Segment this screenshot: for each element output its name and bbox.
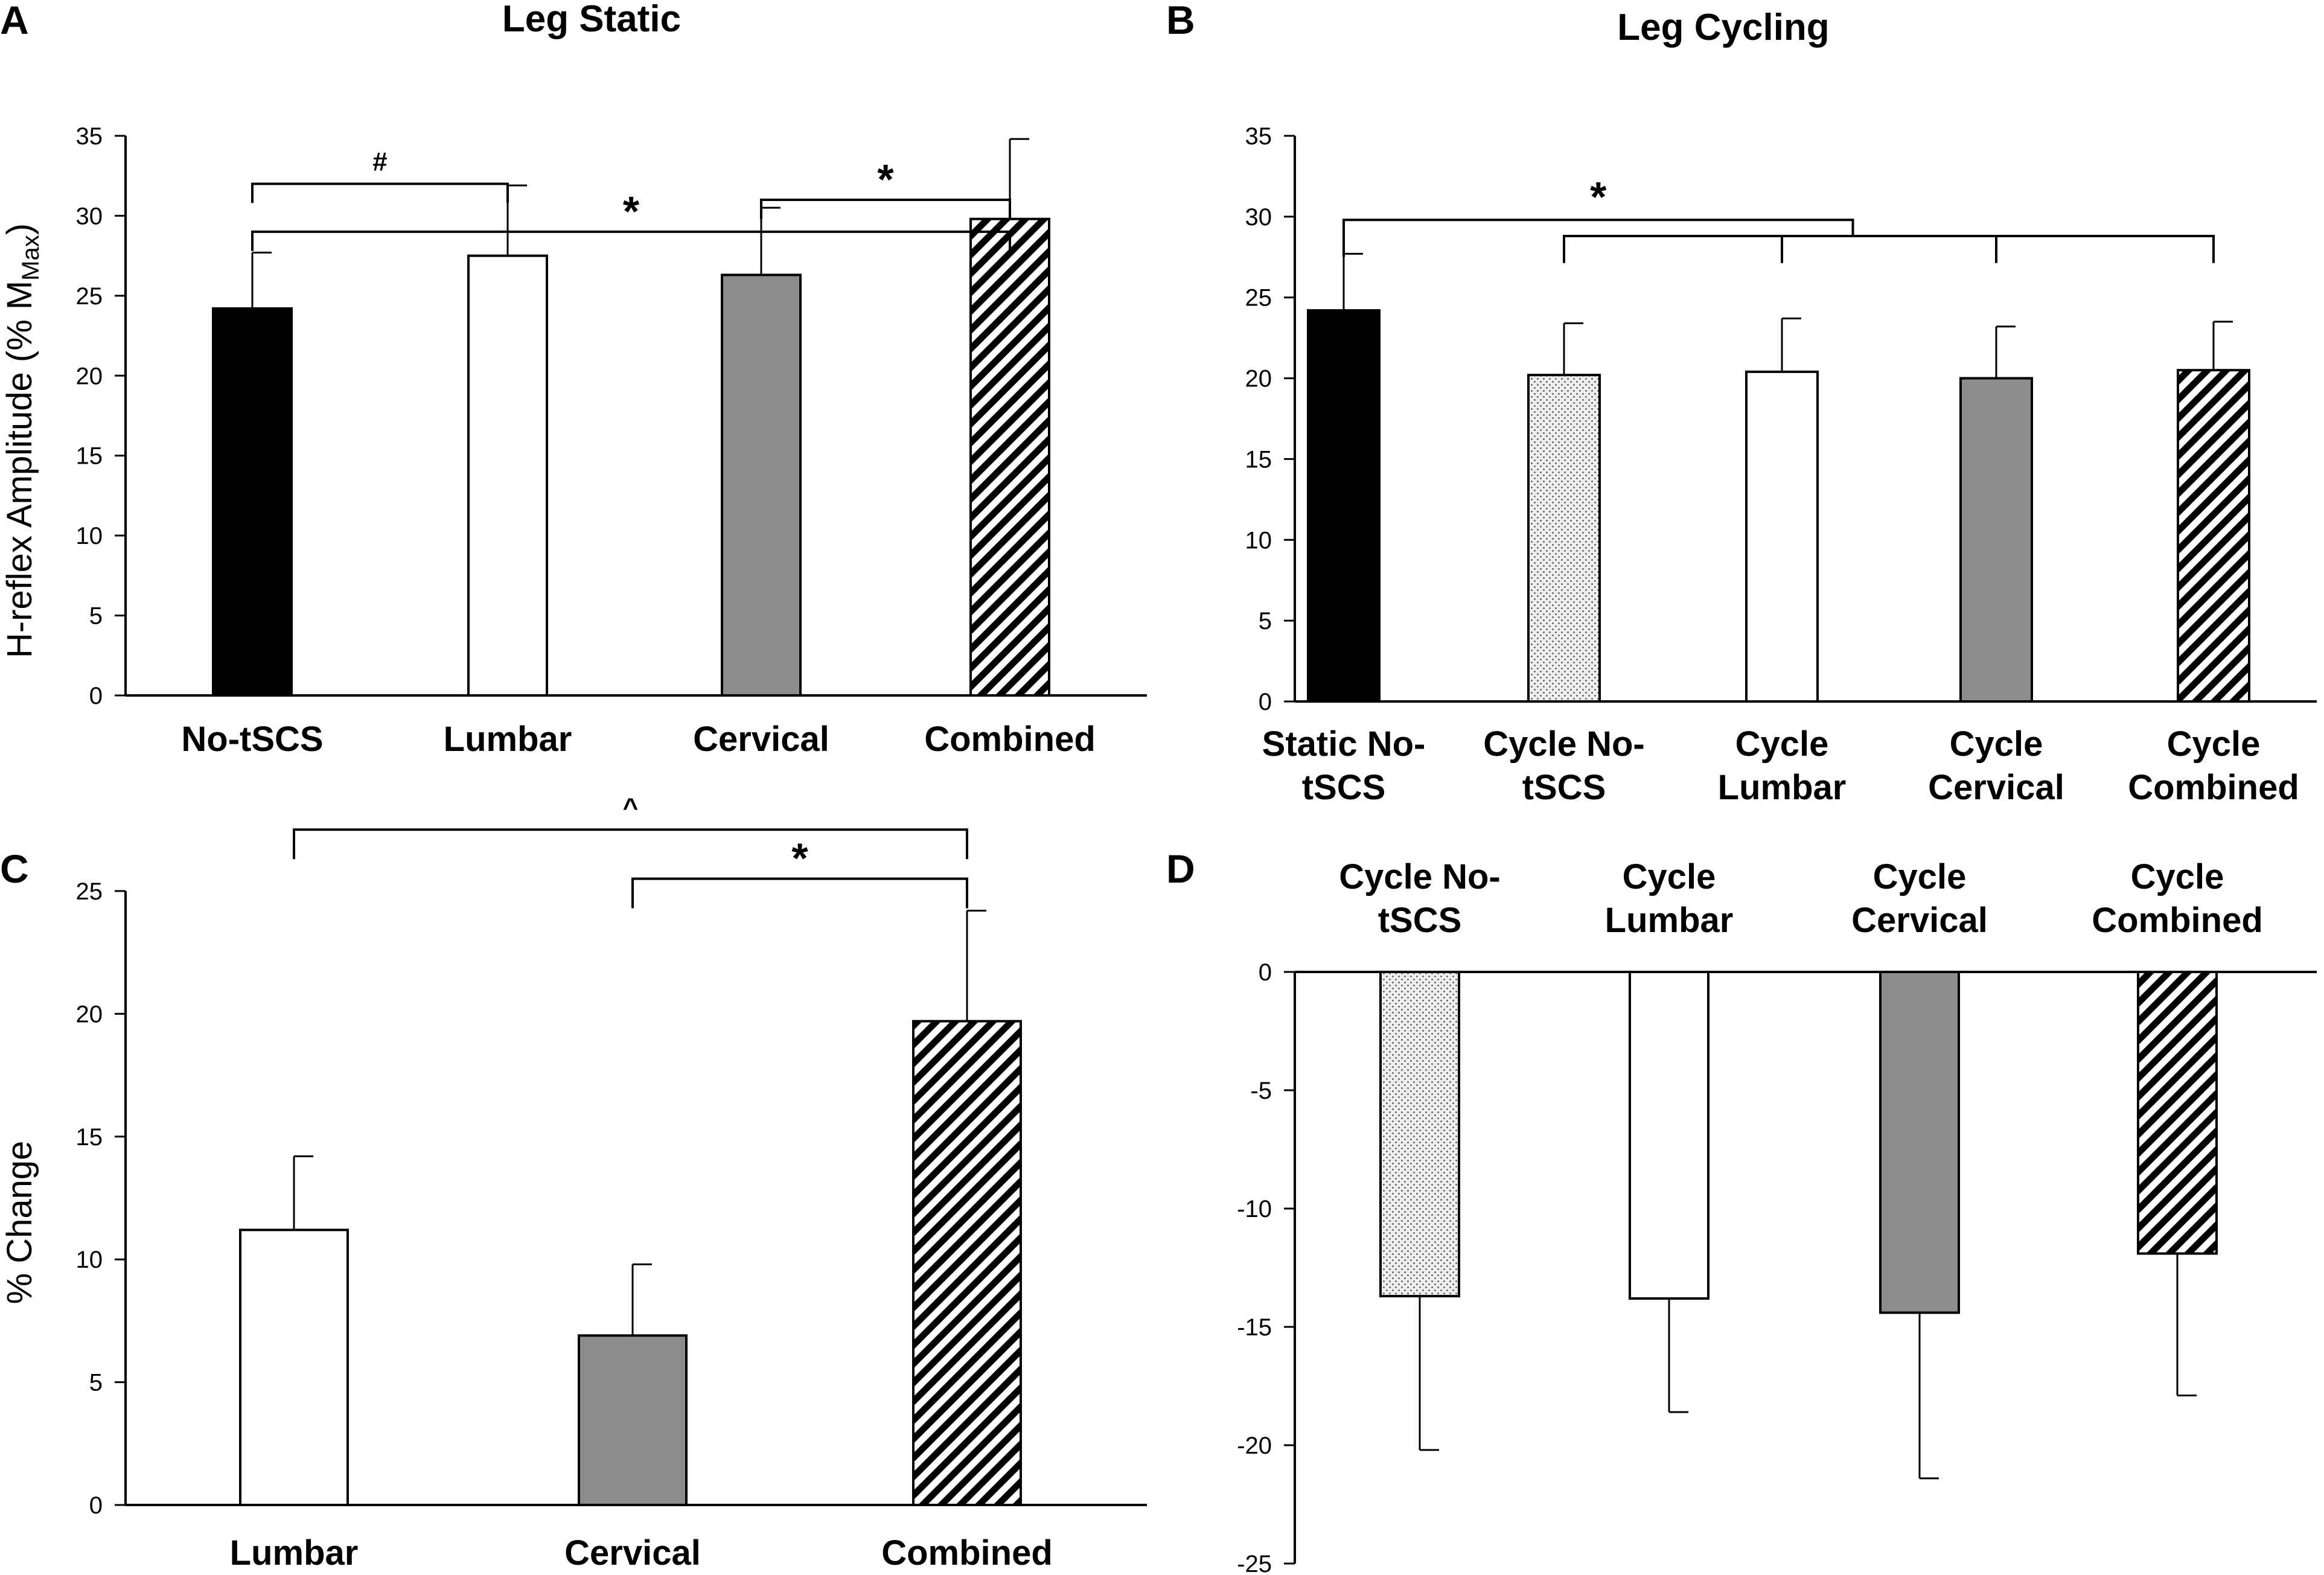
panel-a: A Leg Static H-reflex Amplitude (% MMax)… <box>0 0 1147 759</box>
y-tick-label-b: 15 <box>1245 446 1272 473</box>
significance-label-a-3: * <box>877 156 894 203</box>
significance-label-c-2: * <box>791 835 808 882</box>
category-label-d-4: Cycle <box>2131 857 2224 896</box>
category-label-b-1: tSCS <box>1302 768 1386 807</box>
panel-b: B Leg Cycling 0 5 10 15 20 25 30 35 Static No-tS… <box>1166 0 2317 807</box>
bar-d-2 <box>1629 971 1709 1300</box>
category-label-d-2: Cycle <box>1623 857 1716 896</box>
category-label-d-4: Combined <box>2092 901 2263 940</box>
category-label-b-4: Cycle <box>1950 724 2043 764</box>
y-tick-label-c: 0 <box>89 1492 103 1519</box>
y-tick-label-d: -25 <box>1237 1551 1272 1575</box>
comparison-bracket-b-static <box>1342 219 1854 257</box>
bar-a-1 <box>212 307 293 697</box>
y-tick-label-b: 10 <box>1245 527 1272 554</box>
significance-label-c-1: ^ <box>623 793 639 822</box>
bar-c-2 <box>578 1334 688 1507</box>
category-label-c-1: Lumbar <box>230 1533 359 1573</box>
significance-bracket-a-3 <box>760 198 1011 219</box>
category-label-b-2: tSCS <box>1522 768 1606 807</box>
chart-title-a: Leg Static <box>502 0 681 40</box>
category-label-d-3: Cycle <box>1873 857 1967 896</box>
category-label-b-4: Cervical <box>1928 768 2064 807</box>
y-axis-label-a: H-reflex Amplitude (% MMax) <box>0 223 44 658</box>
significance-bracket-a-1 <box>251 182 509 203</box>
y-tick-label-a: 20 <box>76 363 103 389</box>
significance-bracket-a-2 <box>251 230 1011 251</box>
category-label-a-4: Combined <box>924 720 1096 759</box>
bar-a-2 <box>467 254 548 697</box>
bar-b-3 <box>1745 370 1819 703</box>
bar-b-2 <box>1527 374 1601 703</box>
panel-label-b: B <box>1166 0 1195 42</box>
y-tick-label-d: -20 <box>1237 1433 1272 1459</box>
y-tick-label-d: 0 <box>1259 959 1272 986</box>
y-tick-label-c: 10 <box>76 1247 103 1273</box>
category-label-b-3: Lumbar <box>1718 768 1847 807</box>
panel-d: D 0 -5 -10 -15 -20 -25 Cycle No-tSCS Cycle Lumba… <box>1166 846 2317 1575</box>
category-label-b-5: Combined <box>2128 768 2299 807</box>
category-label-a-3: Cervical <box>693 720 829 759</box>
category-label-c-3: Combined <box>881 1533 1053 1573</box>
y-tick-label-a: 5 <box>89 603 103 630</box>
y-tick-label-a: 30 <box>76 203 103 229</box>
bar-c-1 <box>239 1228 349 1507</box>
y-tick-label-c: 5 <box>89 1370 103 1396</box>
panel-label-d: D <box>1166 846 1195 891</box>
significance-bracket-c-1 <box>293 828 968 860</box>
bar-b-4 <box>1959 377 2033 703</box>
bar-b-1 <box>1307 309 1381 703</box>
category-label-b-1: Static No- <box>1262 724 1426 764</box>
bar-a-3 <box>721 273 802 697</box>
bar-d-1 <box>1379 971 1460 1298</box>
panel-label-c: C <box>0 846 29 891</box>
y-tick-label-b: 20 <box>1245 366 1272 392</box>
y-tick-label-d: -15 <box>1237 1314 1272 1341</box>
category-label-d-2: Lumbar <box>1605 901 1734 940</box>
y-tick-label-b: 25 <box>1245 285 1272 311</box>
y-axis-label-c: % Change <box>0 1141 39 1305</box>
y-axis-label-a-end: ) <box>0 223 39 235</box>
y-tick-label-d: -5 <box>1250 1078 1272 1104</box>
significance-label-b: * <box>1590 173 1607 220</box>
bar-a-4 <box>969 217 1050 697</box>
y-tick-label-a: 10 <box>76 523 103 549</box>
category-label-b-5: Cycle <box>2167 724 2261 764</box>
category-label-d-1: Cycle No- <box>1339 857 1501 896</box>
category-label-b-2: Cycle No- <box>1483 724 1645 764</box>
category-label-b-3: Cycle <box>1735 724 1829 764</box>
category-label-c-2: Cervical <box>564 1533 701 1573</box>
panel-label-a: A <box>0 0 29 42</box>
category-label-a-1: No-tSCS <box>181 720 323 759</box>
category-label-d-1: tSCS <box>1378 901 1462 940</box>
y-tick-label-c: 25 <box>76 878 103 905</box>
y-tick-label-b: 35 <box>1245 123 1272 150</box>
significance-bracket-c-2 <box>631 877 968 909</box>
y-tick-label-b: 0 <box>1259 689 1272 715</box>
y-tick-label-c: 15 <box>76 1124 103 1151</box>
comparison-bracket-b-cycling <box>1563 234 2215 263</box>
y-tick-label-b: 30 <box>1245 204 1272 231</box>
bar-d-3 <box>1879 971 1960 1314</box>
bar-b-5 <box>2177 369 2250 703</box>
y-tick-label-c: 20 <box>76 1001 103 1027</box>
category-label-d-3: Cervical <box>1851 901 1988 940</box>
y-axis-label-a-sub: Max <box>18 235 44 281</box>
y-tick-label-d: -10 <box>1237 1196 1272 1222</box>
y-tick-label-a: 15 <box>76 443 103 470</box>
y-tick-label-a: 35 <box>76 123 103 150</box>
y-tick-label-a: 0 <box>89 683 103 709</box>
panel-c: C % Change 0 5 10 15 20 25 Lumbar Cervical Combi… <box>0 793 1147 1573</box>
y-tick-label-a: 25 <box>76 283 103 310</box>
bar-d-4 <box>2137 971 2218 1255</box>
y-tick-label-b: 5 <box>1259 608 1272 634</box>
significance-label-a-1: # <box>372 147 387 176</box>
significance-label-a-2: * <box>623 188 640 235</box>
category-label-a-2: Lumbar <box>444 720 572 759</box>
chart-title-b: Leg Cycling <box>1617 7 1829 48</box>
bar-c-3 <box>912 1020 1022 1506</box>
y-axis-label-a-main: H-reflex Amplitude (% M <box>0 281 39 658</box>
